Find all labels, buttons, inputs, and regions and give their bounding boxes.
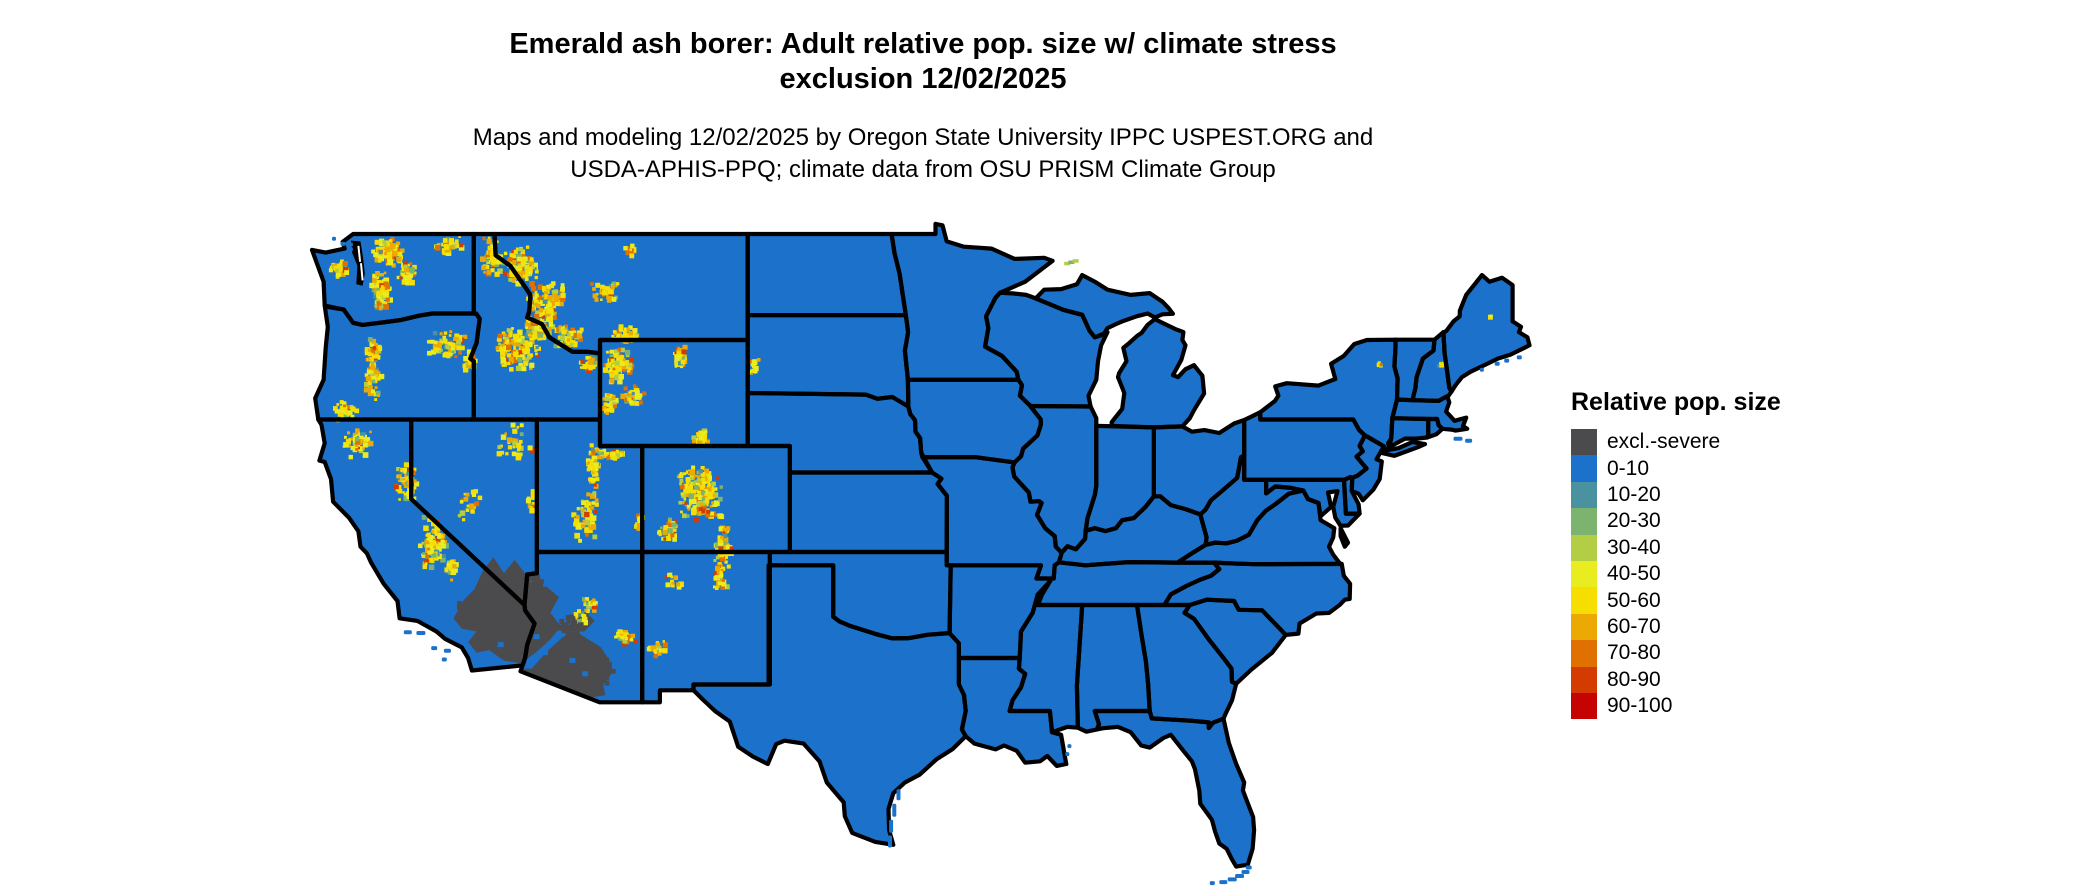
- legend-item-label: 90-100: [1607, 694, 1673, 718]
- state-mo: [922, 457, 1062, 579]
- legend-item: 80-90: [1571, 666, 1781, 693]
- state-co: [642, 446, 790, 552]
- state-nc: [1164, 562, 1351, 635]
- state-in: [1085, 425, 1154, 532]
- legend-item-label: 10-20: [1607, 482, 1661, 506]
- state-va: [1177, 490, 1341, 565]
- legend-swatch: [1571, 534, 1597, 561]
- state-nm: [642, 552, 770, 703]
- state-wv: [1200, 455, 1304, 545]
- state-sc: [1184, 599, 1286, 684]
- legend-swatch: [1571, 587, 1597, 614]
- legend-swatch: [1571, 613, 1597, 641]
- isle-royale-speckle: [1068, 260, 1075, 264]
- state-ia: [907, 379, 1041, 463]
- state-ks: [789, 472, 947, 552]
- legend-swatch: [1571, 481, 1597, 509]
- state-me: [1443, 275, 1530, 392]
- state-sd: [747, 315, 909, 407]
- state-wa: [312, 234, 474, 325]
- state-wy: [600, 340, 748, 446]
- state-ma: [1392, 396, 1468, 431]
- legend-item-label: 0-10: [1607, 456, 1650, 480]
- title-line2: exclusion 12/02/2025: [779, 63, 1067, 95]
- legend-item: excl.-severe: [1571, 429, 1781, 456]
- legend-swatch: [1571, 692, 1597, 720]
- subtitle-line2: USDA-APHIS-PPQ; climate data from OSU PR…: [570, 156, 1276, 183]
- state-li: [1382, 442, 1425, 456]
- state-fl: [1094, 711, 1255, 867]
- legend-item-label: 70-80: [1607, 641, 1661, 665]
- legend: Relative pop. size excl.-severe 0-10 10-20…: [1571, 388, 1781, 720]
- state-ky: [1058, 496, 1207, 566]
- coastal-islands: [332, 236, 1522, 886]
- state-nd: [747, 234, 906, 316]
- legend-item-label: excl.-severe: [1607, 430, 1721, 454]
- state-borders: [309, 221, 1532, 869]
- state-pa: [1244, 412, 1367, 480]
- legend-item: 50-60: [1571, 587, 1781, 614]
- state-mn: [891, 223, 1053, 380]
- legend-swatch: [1571, 560, 1597, 588]
- legend-item-label: 40-50: [1607, 562, 1661, 586]
- isle-royale-speckle: [1072, 259, 1079, 263]
- state-miu: [1035, 275, 1173, 338]
- legend-item-label: 30-40: [1607, 535, 1661, 559]
- state-ga: [1137, 605, 1237, 728]
- legend-item-label: 60-70: [1607, 614, 1661, 638]
- legend-item: 20-30: [1571, 508, 1781, 535]
- legend-swatch: [1571, 455, 1597, 482]
- legend-item: 10-20: [1571, 481, 1781, 509]
- legend-item: 70-80: [1571, 640, 1781, 667]
- state-il: [1012, 406, 1097, 553]
- page-subtitle: Maps and modeling 12/02/2025 by Oregon S…: [0, 122, 1846, 186]
- state-wi: [985, 292, 1108, 407]
- legend-item-label: 50-60: [1607, 588, 1661, 612]
- isle-royale-speckle: [1064, 261, 1071, 266]
- legend-item: 40-50: [1571, 560, 1781, 588]
- state-ar: [949, 565, 1051, 658]
- legend-swatch: [1571, 508, 1597, 535]
- state-ny: [1260, 339, 1398, 453]
- legend-title: Relative pop. size: [1571, 388, 1781, 416]
- legend-swatch: [1571, 429, 1597, 456]
- legend-item-label: 80-90: [1607, 667, 1661, 691]
- state-or: [315, 305, 480, 420]
- legend-item-label: 20-30: [1607, 509, 1661, 533]
- legend-item: 60-70: [1571, 613, 1781, 641]
- legend-rows: excl.-severe 0-10 10-20 20-30 30-40 40-50 50-6…: [1571, 429, 1781, 720]
- legend-item: 90-100: [1571, 692, 1781, 720]
- title-line1: Emerald ash borer: Adult relative pop. s…: [509, 28, 1337, 60]
- state-ms: [1009, 594, 1083, 733]
- state-ri: [1427, 419, 1443, 438]
- state-al: [1076, 605, 1150, 732]
- page-title: Emerald ash borer: Adult relative pop. s…: [0, 27, 1846, 97]
- state-nh: [1412, 332, 1452, 401]
- legend-swatch: [1571, 640, 1597, 667]
- state-mil: [1111, 319, 1205, 428]
- state-tn: [1037, 562, 1220, 605]
- legend-swatch: [1571, 666, 1597, 693]
- subtitle-line1: Maps and modeling 12/02/2025 by Oregon S…: [472, 124, 1374, 151]
- state-mt: [494, 234, 748, 354]
- legend-item: 30-40: [1571, 534, 1781, 561]
- state-ne: [747, 393, 933, 473]
- state-tx: [693, 565, 966, 845]
- state-ok: [769, 552, 951, 639]
- legend-item: 0-10: [1571, 455, 1781, 482]
